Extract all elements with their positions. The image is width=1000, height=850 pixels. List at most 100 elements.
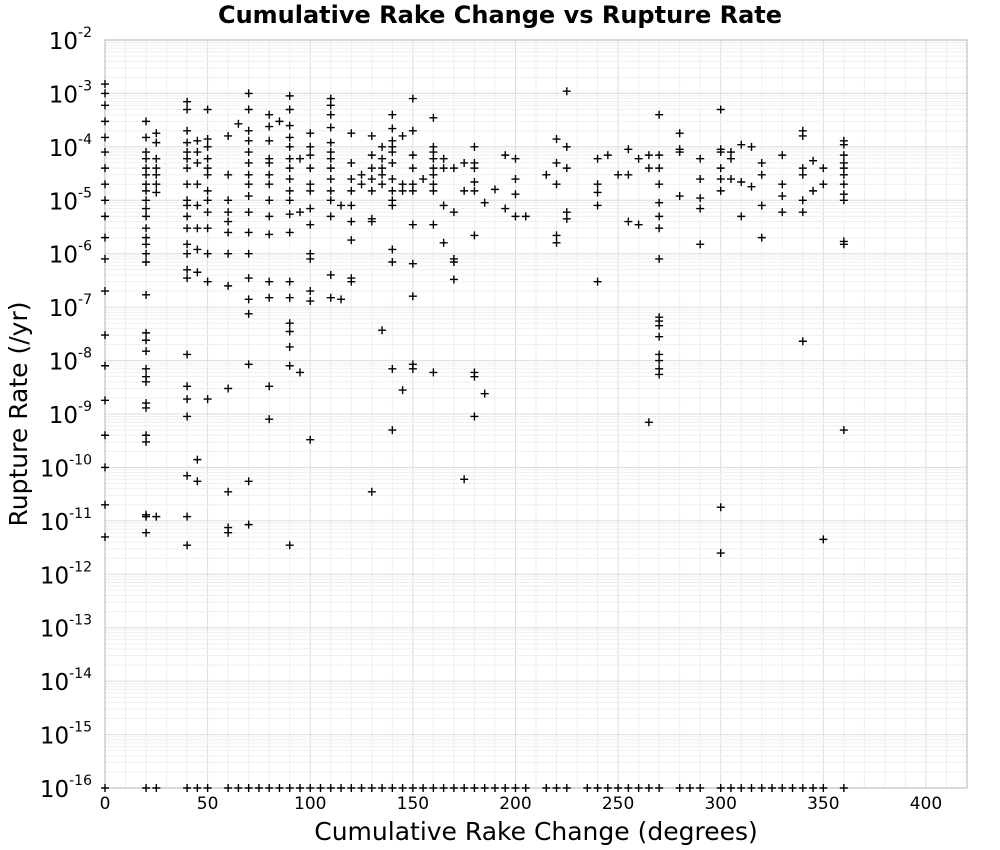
data-point: [439, 154, 448, 163]
data-point: [183, 350, 192, 359]
data-point: [142, 437, 151, 446]
data-point: [337, 201, 346, 210]
data-point: [142, 170, 151, 179]
data-point: [244, 192, 253, 201]
data-point: [265, 277, 274, 286]
data-point: [326, 212, 335, 221]
data-point: [562, 142, 571, 151]
data-point: [429, 113, 438, 122]
data-point: [193, 784, 202, 792]
data-point: [142, 528, 151, 537]
data-point: [501, 151, 510, 160]
data-point: [306, 151, 315, 160]
data-point: [285, 293, 294, 302]
data-point: [542, 170, 551, 179]
data-point: [203, 196, 212, 205]
data-point: [449, 164, 458, 173]
data-point: [244, 89, 253, 98]
data-point: [768, 784, 777, 792]
data-point: [429, 148, 438, 157]
data-point: [306, 220, 315, 229]
data-point: [183, 97, 192, 106]
data-point: [203, 186, 212, 195]
data-point: [388, 148, 397, 157]
data-point: [265, 170, 274, 179]
data-point: [152, 154, 161, 163]
data-point: [306, 186, 315, 195]
data-point: [696, 204, 705, 213]
data-point: [142, 196, 151, 205]
y-tick-label: 10-3: [49, 78, 92, 108]
data-point: [152, 138, 161, 147]
data-point: [142, 512, 151, 521]
data-point: [716, 175, 725, 184]
data-point: [460, 784, 469, 792]
data-point: [614, 170, 623, 179]
data-point: [101, 80, 109, 89]
data-point: [142, 347, 151, 356]
data-point: [655, 332, 664, 341]
data-point: [142, 233, 151, 242]
data-point: [398, 186, 407, 195]
data-point: [470, 186, 479, 195]
data-point: [460, 186, 469, 195]
data-point: [101, 463, 109, 472]
data-point: [244, 784, 253, 792]
data-point: [378, 180, 387, 189]
data-point: [655, 254, 664, 263]
data-point: [265, 784, 274, 792]
data-point: [244, 136, 253, 145]
data-point: [562, 164, 571, 173]
data-point: [655, 370, 664, 379]
data-point: [316, 784, 325, 792]
data-point: [326, 293, 335, 302]
data-point: [367, 487, 376, 496]
data-point: [193, 245, 202, 254]
data-point: [357, 170, 366, 179]
data-point: [408, 180, 417, 189]
data-point: [798, 164, 807, 173]
data-point: [429, 164, 438, 173]
data-point: [634, 220, 643, 229]
data-point: [326, 110, 335, 119]
data-point: [819, 180, 828, 189]
data-point: [398, 131, 407, 140]
data-point: [593, 180, 602, 189]
data-point: [378, 164, 387, 173]
data-point: [224, 228, 233, 237]
data-point: [265, 196, 274, 205]
data-point: [562, 784, 571, 792]
data-point: [224, 528, 233, 537]
data-point: [285, 175, 294, 184]
x-tick-label: 250: [602, 794, 634, 814]
data-point: [326, 154, 335, 163]
data-point: [593, 154, 602, 163]
data-point: [152, 129, 161, 138]
data-point: [726, 154, 735, 163]
data-point: [388, 110, 397, 119]
data-point: [265, 136, 274, 145]
data-point: [285, 164, 294, 173]
data-point: [696, 240, 705, 249]
x-axis-label: Cumulative Rake Change (degrees): [314, 817, 758, 846]
data-point: [378, 784, 387, 792]
data-point: [203, 277, 212, 286]
data-point: [254, 784, 263, 792]
data-point: [244, 126, 253, 135]
data-point: [675, 192, 684, 201]
data-point: [183, 265, 192, 274]
data-point: [367, 164, 376, 173]
data-point: [244, 309, 253, 318]
data-point: [347, 277, 356, 286]
data-point: [142, 186, 151, 195]
data-point: [101, 180, 109, 189]
data-point: [326, 148, 335, 157]
data-point: [449, 275, 458, 284]
data-point: [275, 784, 284, 792]
data-point: [562, 87, 571, 96]
data-point: [152, 784, 161, 792]
data-point: [839, 426, 848, 435]
data-point: [347, 201, 356, 210]
data-point: [388, 257, 397, 266]
